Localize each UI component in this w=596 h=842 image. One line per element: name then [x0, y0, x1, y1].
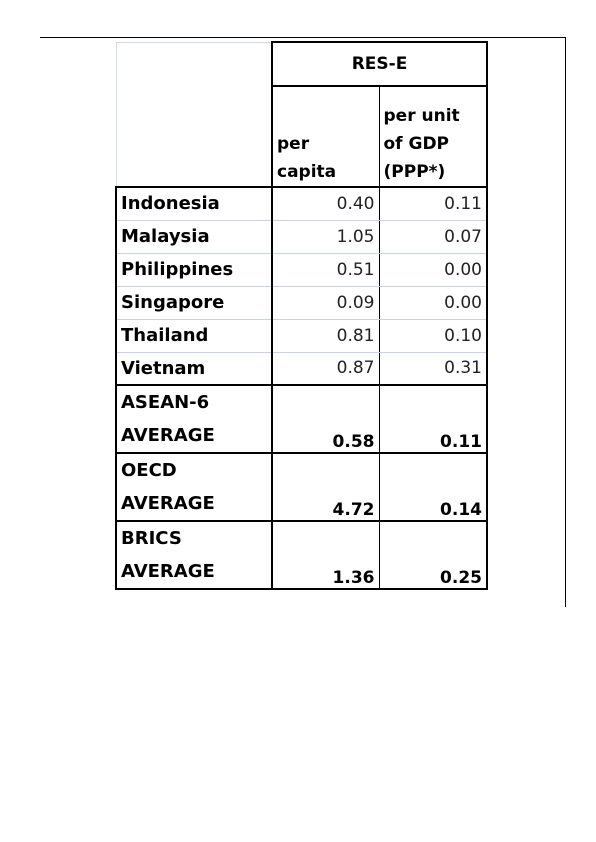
- per-capita-value: 0.51: [271, 253, 379, 287]
- per-unit-gdp-value: 0.00: [378, 286, 488, 320]
- col-header-per-capita-line-1: per: [277, 134, 310, 154]
- table-row: Singapore 0.09 0.00: [115, 286, 488, 320]
- per-capita-value: 0.40: [271, 186, 379, 221]
- average-per-capita-value: 1.36: [271, 521, 379, 590]
- per-capita-value: 1.05: [271, 220, 379, 254]
- per-capita-value: 0.87: [271, 352, 379, 386]
- country-label: Singapore: [115, 286, 272, 320]
- average-label-line-2: AVERAGE: [121, 425, 215, 446]
- header-empty-cell: [115, 41, 272, 86]
- country-label: Malaysia: [115, 220, 272, 254]
- average-per-capita-value: 4.72: [271, 453, 379, 522]
- average-label-line-1: OECD: [121, 460, 177, 481]
- average-label: BRICS AVERAGE: [115, 521, 272, 590]
- average-row-oecd: OECD AVERAGE 4.72 0.14: [115, 453, 488, 522]
- table-row: Thailand 0.81 0.10: [115, 319, 488, 353]
- col-header-per-unit-gdp-line-1: per unit: [383, 106, 460, 126]
- average-row-brics: BRICS AVERAGE 1.36 0.25: [115, 521, 488, 590]
- group-header-res-e: RES-E: [271, 41, 488, 87]
- col-header-per-unit-gdp: per unit of GDP (PPP*): [378, 86, 488, 187]
- average-label: OECD AVERAGE: [115, 453, 272, 522]
- country-label: Thailand: [115, 319, 272, 353]
- header-empty-cell-2: [115, 86, 272, 187]
- average-per-unit-gdp-value: 0.25: [378, 521, 488, 590]
- col-header-per-capita: per capita: [271, 86, 379, 187]
- table-row: Malaysia 1.05 0.07: [115, 220, 488, 254]
- average-label-line-2: AVERAGE: [121, 493, 215, 514]
- country-label: Vietnam: [115, 352, 272, 386]
- col-header-per-unit-gdp-line-2: of GDP: [383, 134, 450, 154]
- average-per-unit-gdp-value: 0.11: [378, 385, 488, 454]
- page-right-rule: [565, 37, 566, 607]
- table-row: Vietnam 0.87 0.31: [115, 352, 488, 386]
- per-unit-gdp-value: 0.10: [378, 319, 488, 353]
- col-header-per-capita-line-2: capita: [277, 162, 337, 182]
- average-label-line-2: AVERAGE: [121, 561, 215, 582]
- country-label: Philippines: [115, 253, 272, 287]
- average-row-asean: ASEAN-6 AVERAGE 0.58 0.11: [115, 385, 488, 454]
- per-unit-gdp-value: 0.31: [378, 352, 488, 386]
- average-per-capita-value: 0.58: [271, 385, 379, 454]
- header-row-subcolumns: per capita per unit of GDP (PPP*): [115, 86, 488, 187]
- average-label-line-1: ASEAN-6: [121, 392, 210, 413]
- per-capita-value: 0.81: [271, 319, 379, 353]
- header-row-group: RES-E: [115, 41, 488, 87]
- per-unit-gdp-value: 0.00: [378, 253, 488, 287]
- per-capita-value: 0.09: [271, 286, 379, 320]
- res-e-table: RES-E per capita per unit of GDP (PPP*) …: [115, 41, 488, 590]
- col-header-per-unit-gdp-line-3: (PPP*): [383, 162, 446, 182]
- table-row: Philippines 0.51 0.00: [115, 253, 488, 287]
- average-per-unit-gdp-value: 0.14: [378, 453, 488, 522]
- per-unit-gdp-value: 0.11: [378, 186, 488, 221]
- table-row: Indonesia 0.40 0.11: [115, 186, 488, 221]
- average-label-line-1: BRICS: [121, 528, 182, 549]
- per-unit-gdp-value: 0.07: [378, 220, 488, 254]
- country-label: Indonesia: [115, 186, 272, 221]
- page-top-rule: [40, 37, 566, 38]
- average-label: ASEAN-6 AVERAGE: [115, 385, 272, 454]
